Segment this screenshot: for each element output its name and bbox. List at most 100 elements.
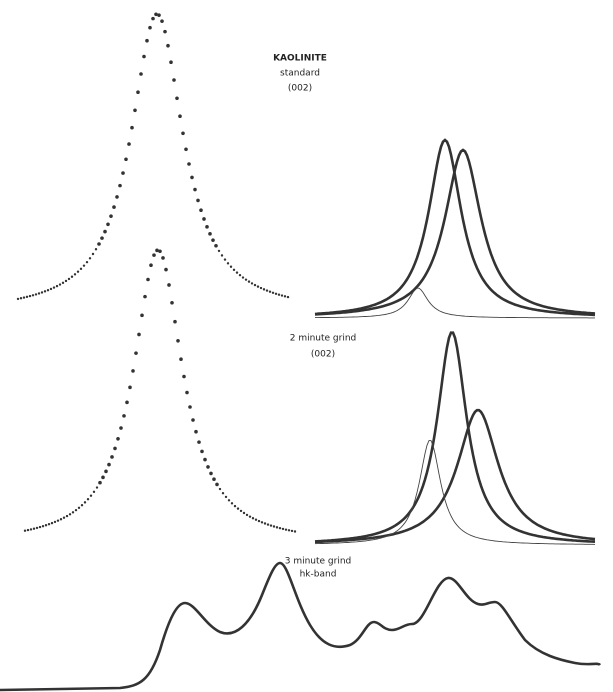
profile-dot — [236, 507, 240, 510]
profile-dot — [155, 248, 159, 253]
profile-dot — [115, 195, 119, 199]
profile-dot — [233, 504, 237, 508]
profile-dot — [272, 525, 276, 528]
fitted-curve — [314, 440, 596, 545]
profile-dot — [247, 280, 251, 283]
profile-dot — [95, 486, 99, 489]
label: (002) — [311, 350, 335, 360]
profile-dot — [67, 277, 71, 281]
label: 2 minute grind — [290, 334, 357, 344]
profile-dot — [172, 78, 176, 82]
profile-dot — [154, 12, 158, 17]
profile-dot — [196, 198, 200, 203]
profile-dot — [244, 278, 248, 281]
profile-dot — [221, 491, 225, 495]
profile-dot — [41, 525, 45, 528]
profile-dot — [215, 482, 219, 487]
profile-dot — [179, 357, 183, 362]
profile-dot — [56, 519, 60, 522]
profile-dot — [266, 523, 270, 526]
profile-dot — [113, 446, 117, 451]
profile-dot — [121, 171, 125, 175]
profile-dot — [166, 43, 170, 48]
profile-dot — [107, 462, 111, 467]
profile-dot — [85, 260, 89, 264]
profile-dot — [133, 108, 137, 113]
profile-dot — [55, 284, 59, 288]
profile-dot — [25, 295, 29, 299]
profile-dot — [38, 525, 42, 529]
profile-dot — [224, 495, 228, 499]
profile-dot — [49, 287, 53, 291]
profile-dot — [167, 283, 171, 287]
profile-dot — [128, 385, 132, 390]
profile-dot — [151, 16, 155, 21]
profile-dot — [125, 400, 129, 405]
profile-dot — [251, 517, 255, 520]
profile-dot — [161, 256, 165, 260]
profile-dot — [214, 244, 218, 248]
profile-dot — [158, 249, 162, 254]
profile-dot — [253, 283, 257, 287]
profile-dot — [176, 338, 180, 343]
profile-dot — [203, 457, 207, 462]
profile-dot — [229, 265, 233, 268]
profile-dot — [23, 529, 27, 532]
profile-dot — [185, 390, 189, 395]
profile-dot — [223, 258, 227, 261]
profile-dot — [212, 477, 216, 482]
profile-dot — [241, 276, 245, 279]
profile-dot — [52, 286, 56, 289]
profile-dot — [43, 290, 47, 293]
profile-dot — [61, 281, 65, 285]
profile-dot — [250, 282, 254, 285]
profile-dot — [217, 249, 221, 253]
profile-dot — [82, 264, 86, 267]
profile-dot — [137, 332, 141, 337]
profile-dot — [16, 297, 20, 301]
label: standard — [280, 69, 320, 79]
profile-dot — [146, 277, 150, 282]
profile-dot — [242, 511, 246, 515]
profile-dot — [89, 494, 93, 497]
profile-dot — [98, 480, 102, 485]
profile-dot — [248, 515, 252, 518]
profile-dot — [260, 521, 264, 524]
profile-dot — [142, 54, 146, 59]
profile-dot — [122, 414, 126, 418]
profile-dot — [19, 297, 23, 300]
profile-dot — [293, 530, 297, 533]
fitted-curve — [314, 408, 596, 544]
profile-dot — [124, 157, 128, 162]
profile-dot — [35, 526, 39, 530]
profile-dot — [116, 437, 120, 441]
profile-dot — [259, 286, 263, 290]
profile-dot — [68, 513, 72, 516]
profile-dot — [191, 418, 195, 422]
fitted-curve — [314, 331, 596, 543]
profile-dot — [139, 72, 143, 76]
profile-dot — [235, 271, 239, 274]
profile-dot — [263, 522, 267, 525]
profile-dot — [211, 238, 215, 242]
profile-dot — [227, 499, 231, 502]
profile-dot — [206, 465, 210, 469]
profile-dot — [175, 96, 179, 101]
profile-dot — [32, 527, 36, 530]
profile-dot — [79, 267, 83, 271]
profile-dot — [37, 292, 41, 295]
hk-band-profile — [0, 561, 602, 692]
profile-dot — [173, 319, 177, 324]
profile-dot — [62, 516, 66, 519]
profile-dot — [112, 205, 116, 209]
profile-dot — [91, 252, 95, 256]
profile-dot — [208, 232, 212, 236]
profile-dot — [59, 518, 63, 521]
profile-dot — [164, 267, 168, 272]
profile-dot — [127, 142, 131, 146]
profile-dot — [40, 291, 44, 294]
profile-dot — [46, 288, 50, 292]
profile-dot — [205, 225, 209, 229]
profile-dot — [281, 527, 285, 531]
